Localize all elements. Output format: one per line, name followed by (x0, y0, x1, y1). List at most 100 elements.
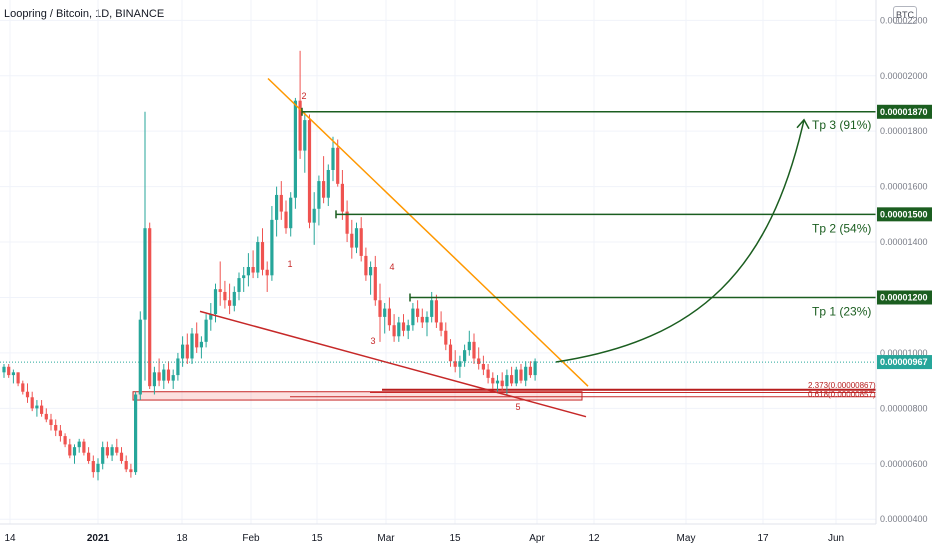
candle-body (260, 242, 265, 270)
target-label: Tp 2 (54%) (812, 221, 871, 235)
candle-body (256, 242, 260, 273)
candle-body (82, 441, 86, 453)
candle-body (383, 308, 387, 317)
candle-body (105, 447, 109, 456)
fib-label: 2.373(0.00000867) (808, 381, 876, 390)
candle-body (416, 308, 420, 317)
candle-body (387, 308, 391, 326)
candle-body (528, 366, 532, 376)
candle-body (223, 291, 227, 301)
candle-body (434, 300, 438, 323)
candle-body (425, 316, 429, 323)
x-tick-label: 2021 (87, 533, 110, 544)
drawings: Tp 3 (91%) Tp 2 (54%) Tp 1 (23%) 2 1 4 3 5 (0, 77, 876, 418)
candle-body (242, 275, 246, 279)
x-tick-label: 15 (311, 533, 323, 544)
candle-body (312, 208, 316, 223)
fib-label: 0.618(0.00000857) (808, 390, 876, 399)
y-tick-label: 0.00002200 (880, 15, 928, 25)
candle-body (49, 419, 53, 425)
x-tick-label: 12 (588, 533, 600, 544)
candle-body (279, 194, 283, 212)
wave-label: 5 (515, 402, 520, 412)
candle-body (30, 397, 34, 409)
candle-body (166, 369, 171, 381)
candle-body (176, 358, 180, 376)
candle-body (16, 372, 20, 384)
currency-button[interactable]: BTC (893, 6, 917, 24)
candle-body (35, 405, 39, 409)
candle-body (44, 413, 48, 420)
candle-body (439, 322, 443, 331)
candle-body (110, 447, 114, 456)
candle-body (134, 394, 138, 473)
candle-body (340, 183, 344, 212)
candle-body (91, 461, 95, 473)
candle-body (265, 269, 269, 276)
candle-body (448, 344, 453, 362)
candle-body (514, 369, 518, 384)
candle-body (185, 344, 189, 359)
target-price-label: 0.00001200 (880, 292, 928, 302)
candle-body (491, 377, 495, 384)
candle-body (138, 319, 142, 395)
current-price-label: 0.00000967 (880, 357, 928, 367)
candle-body (143, 228, 147, 320)
candle-body (171, 375, 175, 381)
candle-body (101, 447, 105, 464)
candle-body (72, 447, 77, 456)
candle-body (298, 100, 302, 151)
target-price-tag (877, 104, 932, 119)
candle-body (430, 300, 434, 317)
current-price-tag (877, 355, 932, 370)
candle-body (336, 147, 340, 184)
candle-body (495, 380, 500, 384)
y-tick-label: 0.00001600 (880, 182, 928, 192)
candle-body (2, 366, 6, 373)
candle-body (420, 316, 424, 323)
candle-body (129, 469, 133, 473)
candle-body (345, 211, 349, 234)
candle-body (54, 424, 58, 431)
candle-body (392, 325, 396, 337)
candle-body (500, 380, 504, 387)
candle-body (87, 452, 91, 462)
x-tick-label: 14 (4, 533, 16, 544)
projection-arrowhead (796, 118, 810, 130)
x-tick-label: Apr (529, 533, 545, 544)
candle-body (25, 391, 30, 398)
candle-body (510, 375, 514, 384)
candle-body (152, 372, 156, 387)
y-tick-label: 0.00002000 (880, 71, 928, 81)
candle-body (458, 361, 462, 367)
candle-body (148, 228, 152, 387)
candlesticks (2, 50, 537, 481)
candle-body (237, 278, 241, 292)
candle-body (317, 181, 321, 209)
candle-body (199, 341, 203, 348)
candle-body (181, 344, 185, 359)
wave-label: 2 (301, 91, 306, 101)
candle-body (406, 325, 410, 331)
candle-body (533, 361, 537, 376)
candle-body (378, 300, 382, 317)
candle-body (486, 369, 490, 378)
candle-body (232, 291, 236, 306)
target-price-label: 0.00001500 (880, 209, 928, 219)
candle-body (11, 372, 15, 376)
candle-body (21, 383, 25, 392)
candle-body (195, 333, 199, 348)
x-tick-label: 15 (449, 533, 461, 544)
target-label: Tp 1 (23%) (812, 304, 871, 318)
candle-body (204, 319, 208, 342)
candle-body (411, 308, 415, 326)
wave-label: 3 (370, 336, 375, 346)
candle-body (213, 289, 218, 315)
projection-arrow (555, 119, 805, 363)
candle-body (162, 369, 166, 381)
target-price-tag (877, 290, 932, 305)
candle-body (270, 219, 274, 276)
candle-body (444, 330, 448, 345)
candle-body (96, 463, 100, 473)
